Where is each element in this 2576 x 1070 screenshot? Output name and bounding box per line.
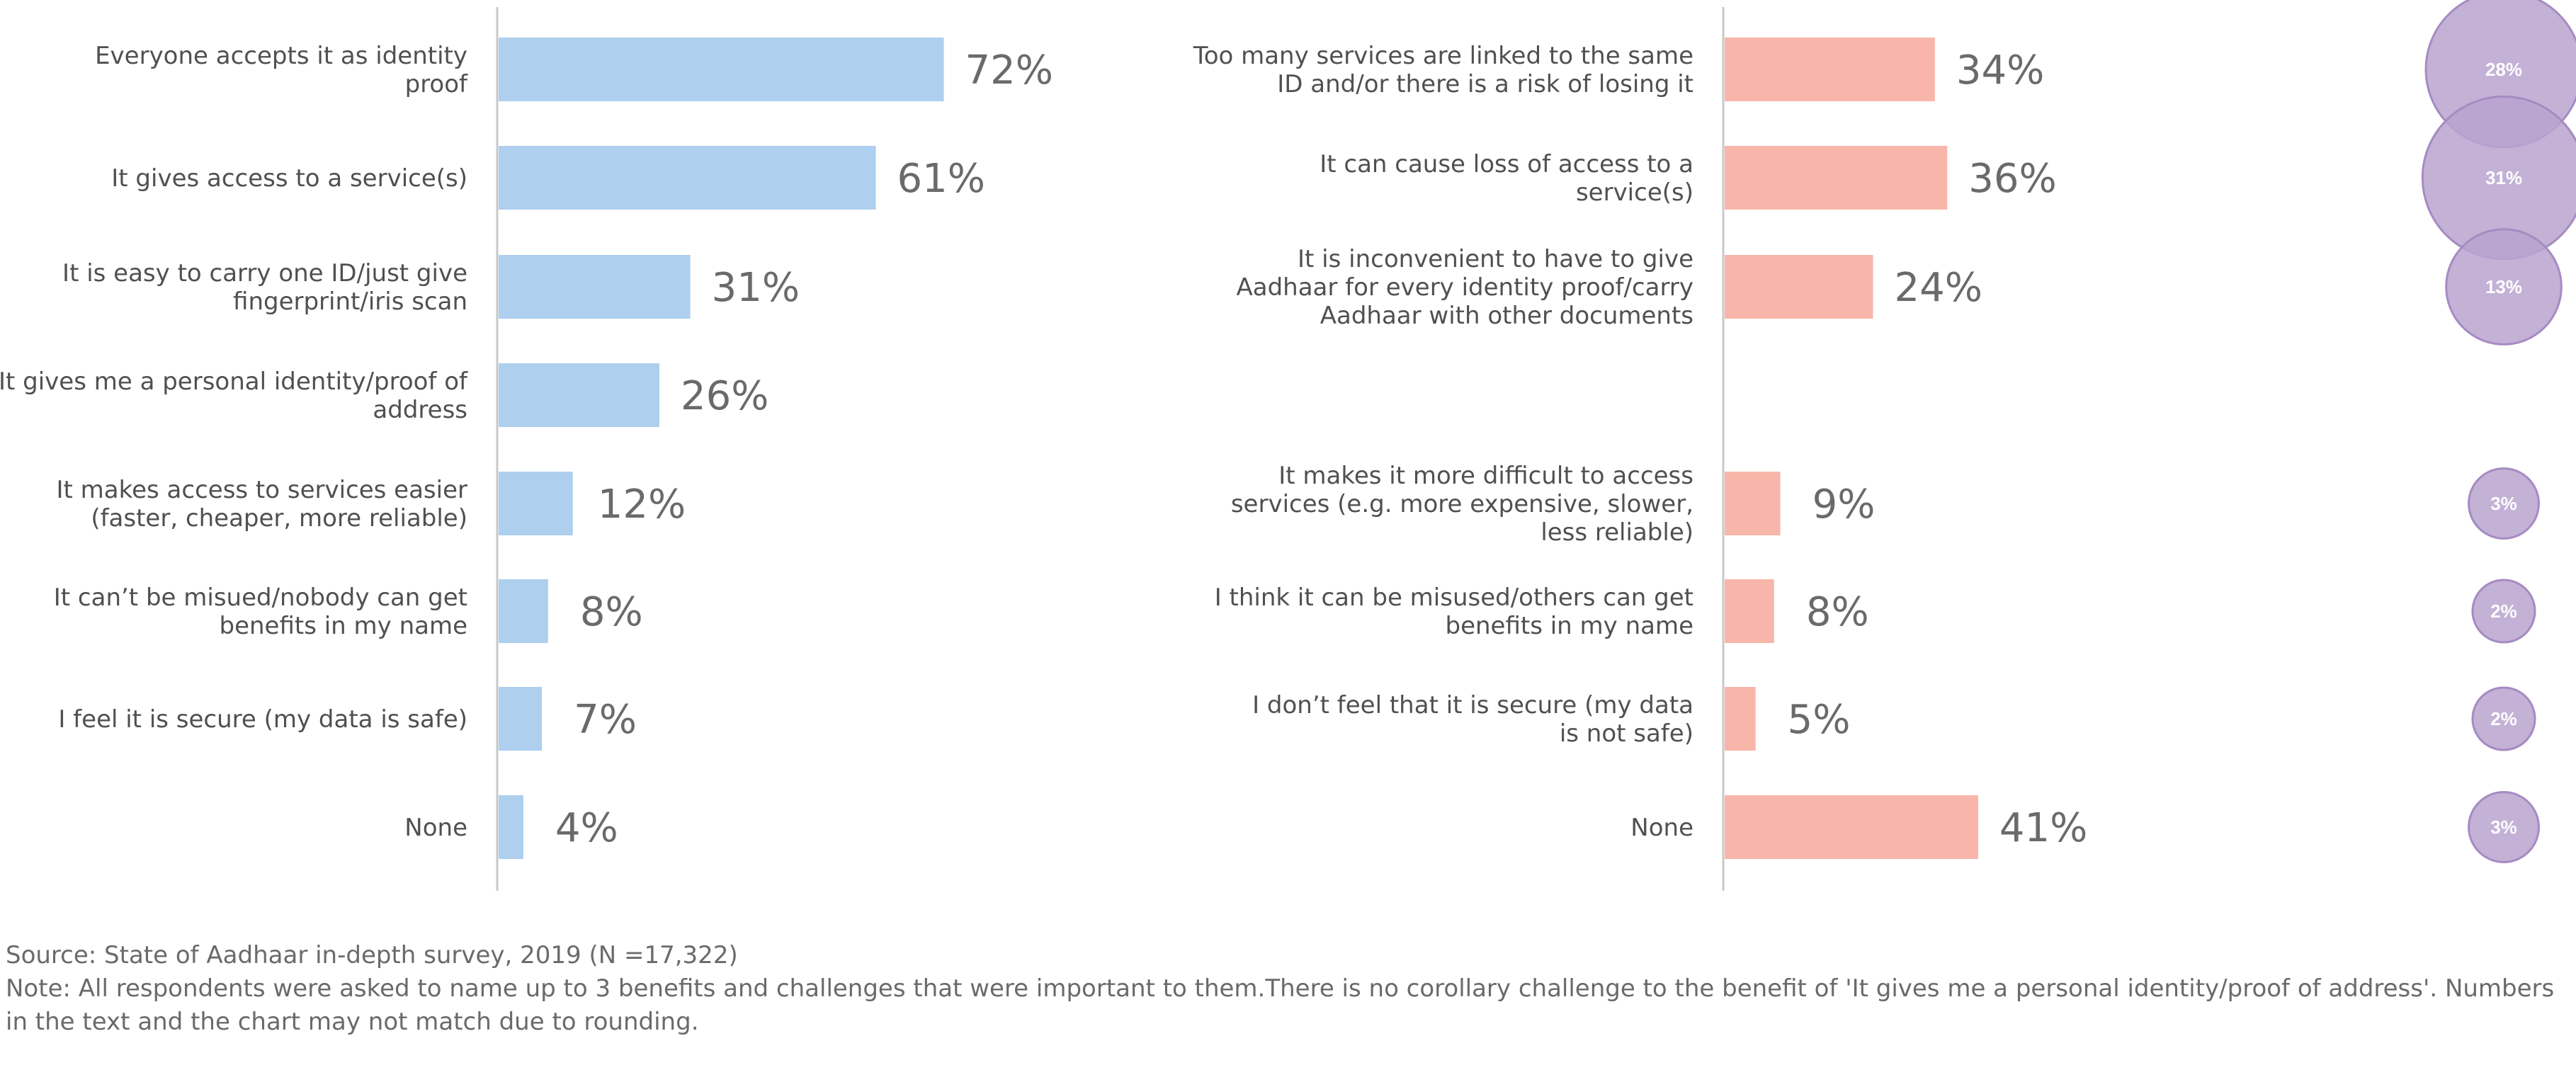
bubble-7 <box>2471 686 2536 751</box>
benefit-bar-4 <box>499 363 659 427</box>
bubble-label-2: 31% <box>2485 167 2522 188</box>
bubble-5 <box>2468 467 2540 540</box>
benefit-value-label-8: 4% <box>555 805 618 851</box>
challenge-bar-2 <box>1725 146 1948 210</box>
challenge-bar-5 <box>1725 472 1781 535</box>
benefit-value-label-4: 26% <box>681 373 768 419</box>
benefit-bar-1 <box>499 38 944 101</box>
bubble-label-7: 2% <box>2490 708 2517 729</box>
challenge-category-label-8: None <box>1630 814 1693 842</box>
bubble-column: 28% 31% 13% 3% 2% 2% 3% <box>2421 0 2576 863</box>
bubble-label-1: 28% <box>2485 59 2522 80</box>
bubble-label-8: 3% <box>2490 816 2517 838</box>
bubble-label-6: 2% <box>2490 601 2517 622</box>
challenge-value-label-6: 8% <box>1806 589 1869 635</box>
challenge-bar-8 <box>1725 795 1978 859</box>
bubble-6 <box>2471 579 2536 644</box>
source-note: Source: State of Aadhaar in-depth survey… <box>6 941 738 969</box>
bubble-3 <box>2445 228 2563 346</box>
challenge-category-label-3: It is inconvenient to have to give Aadhaa… <box>1237 245 1694 330</box>
benefit-bar-8 <box>499 795 523 859</box>
benefits-bar-chart: Everyone accepts it as identity proof 72% I… <box>0 38 1053 859</box>
challenge-value-label-2: 36% <box>1968 156 2056 202</box>
benefit-value-label-5: 12% <box>598 482 686 528</box>
challenge-category-label-7: I don’t feel that it is secure (my data i… <box>1252 691 1693 748</box>
challenge-bar-1 <box>1725 38 1935 101</box>
challenge-category-label-1: Too many services are linked to the same… <box>1193 42 1693 98</box>
benefit-category-label-5: It makes access to services easier (faste… <box>57 476 467 533</box>
challenge-bar-7 <box>1725 687 1756 751</box>
bubble-label-3: 13% <box>2485 276 2522 297</box>
benefit-value-label-6: 8% <box>580 589 643 635</box>
benefit-bar-2 <box>499 146 876 210</box>
benefit-category-label-4: It gives me a personal identity/proof of… <box>0 368 468 424</box>
challenge-category-label-5: It makes it more difficult to access serv… <box>1231 462 1693 547</box>
benefit-value-label-1: 72% <box>965 47 1053 93</box>
benefit-category-label-8: None <box>404 814 467 842</box>
benefit-category-label-1: Everyone accepts it as identity proof <box>95 42 468 98</box>
challenge-value-label-1: 34% <box>1956 47 2044 93</box>
note-line-1: Note: All respondents were asked to name… <box>6 974 2555 1003</box>
challenge-bar-3 <box>1725 255 1873 319</box>
challenge-bar-6 <box>1725 579 1774 643</box>
challenge-value-label-8: 41% <box>1999 805 2087 851</box>
challenge-value-label-5: 9% <box>1812 482 1876 528</box>
challenge-value-label-3: 24% <box>1895 265 1982 311</box>
note-line-2: in the text and the chart may not match … <box>6 1008 699 1036</box>
benefit-category-label-6: It can’t be misued/nobody can get benefit… <box>54 584 467 640</box>
challenge-value-label-7: 5% <box>1788 697 1851 743</box>
benefit-value-label-2: 61% <box>897 156 985 202</box>
benefit-category-label-3: It is easy to carry one ID/just give fing… <box>62 259 467 316</box>
benefit-category-label-2: It gives access to a service(s) <box>111 164 467 193</box>
bubble-label-5: 3% <box>2490 493 2517 514</box>
benefit-bar-6 <box>499 579 548 643</box>
benefit-value-label-3: 31% <box>712 265 800 311</box>
footnotes: Source: State of Aadhaar in-depth survey… <box>6 939 2555 1039</box>
benefit-value-label-7: 7% <box>574 697 637 743</box>
challenge-category-label-2: It can cause loss of access to a service(… <box>1320 150 1693 207</box>
benefit-category-label-7: I feel it is secure (my data is safe) <box>58 705 467 734</box>
challenges-bar-chart: Too many services are linked to the same… <box>1193 38 2087 859</box>
benefit-bar-5 <box>499 472 573 535</box>
challenge-category-label-6: I think it can be misused/others can get… <box>1215 584 1693 640</box>
bubble-8 <box>2468 791 2540 863</box>
benefit-bar-3 <box>499 255 691 319</box>
benefit-bar-7 <box>499 687 543 751</box>
benefits-challenges-chart: Everyone accepts it as identity proof 72% I… <box>0 0 2576 891</box>
